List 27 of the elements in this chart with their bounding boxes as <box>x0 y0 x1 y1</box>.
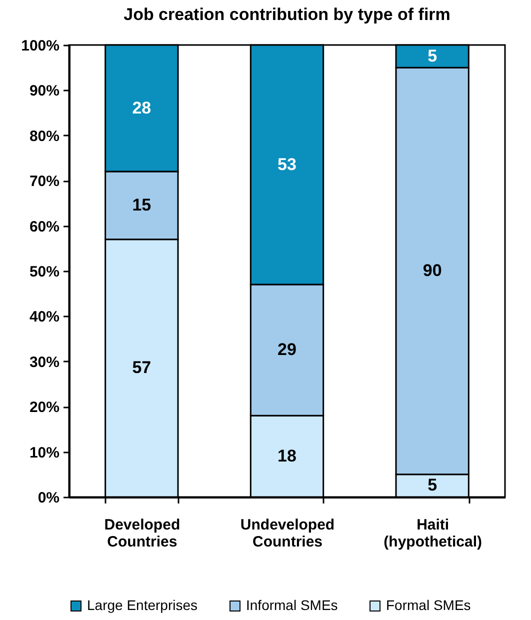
x-tick-label: Undeveloped Countries <box>240 516 335 550</box>
y-tick-label: 40% <box>29 308 60 326</box>
y-tick-label: 70% <box>29 173 60 190</box>
x-tick-label: Developed Countries <box>104 516 180 550</box>
y-tick-label: 30% <box>29 354 60 371</box>
data-label: 53 <box>278 154 296 174</box>
y-tick-label: 80% <box>29 128 60 145</box>
data-label: 5 <box>428 46 438 66</box>
y-tick-label: 0% <box>38 490 60 506</box>
data-label: 5 <box>428 476 438 495</box>
y-tick-label: 90% <box>29 82 60 100</box>
data-label: 57 <box>132 358 152 378</box>
y-tick-label: 60% <box>29 218 60 236</box>
x-tick-label: Haiti (hypothetical) <box>384 516 482 550</box>
legend-label: Formal SMEs <box>386 597 471 613</box>
data-label: 90 <box>422 261 442 280</box>
data-label: 29 <box>278 340 296 360</box>
data-label: 15 <box>132 195 152 214</box>
chart-title: Job creation contribution by type of firm <box>124 5 450 24</box>
y-tick-label: 100% <box>21 38 60 54</box>
y-tick-label: 50% <box>29 264 60 280</box>
y-tick-label: 10% <box>29 444 60 462</box>
legend-label: Informal SMEs <box>246 597 338 613</box>
legend-label: Large Enterprises <box>87 597 198 613</box>
y-tick-label: 20% <box>29 399 60 416</box>
data-label: 28 <box>132 98 152 118</box>
data-label: 18 <box>278 446 296 466</box>
